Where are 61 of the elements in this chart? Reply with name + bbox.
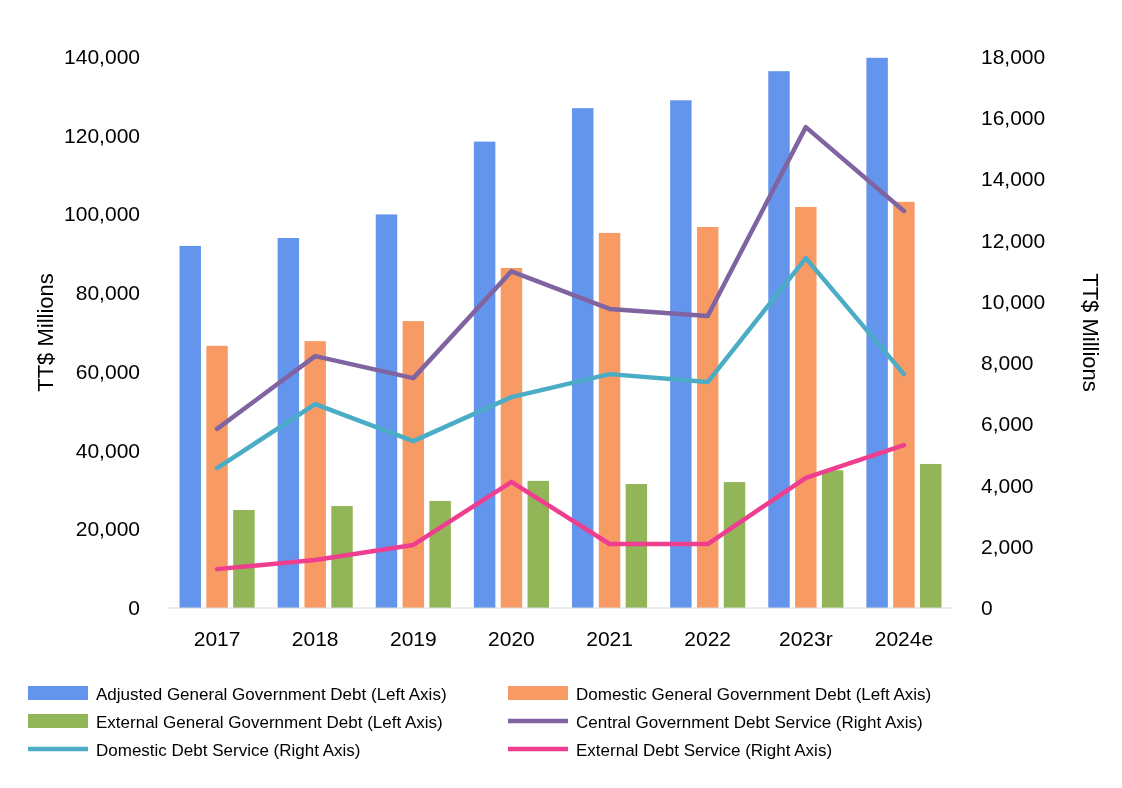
- y-tick-label: 120,000: [64, 123, 140, 147]
- legend-label: Central Government Debt Service (Right Axis): [576, 713, 923, 732]
- y2-tick-label: 8,000: [981, 351, 1034, 375]
- y2-tick-label: 18,000: [981, 45, 1046, 68]
- y-tick-label: 140,000: [64, 45, 140, 68]
- y-tick-label: 80,000: [75, 281, 140, 305]
- bar: [625, 484, 648, 608]
- x-tick-label: 2018: [291, 627, 339, 650]
- bar: [696, 227, 719, 608]
- x-tick-label: 2020: [488, 627, 535, 650]
- bar: [795, 206, 817, 608]
- x-tick-label: 2017: [193, 627, 241, 650]
- y-tick-label: 60,000: [75, 359, 140, 383]
- bar: [920, 463, 942, 608]
- bar: [598, 232, 621, 608]
- y-tick-label: 40,000: [75, 438, 140, 462]
- bar: [866, 57, 888, 608]
- y2-tick-label: 4,000: [981, 473, 1034, 497]
- bar: [402, 321, 425, 608]
- bar: [723, 482, 746, 608]
- bar: [429, 500, 451, 608]
- legend-label: Adjusted General Government Debt (Left Axis): [96, 685, 447, 704]
- y2-tick-label: 16,000: [981, 106, 1046, 130]
- line-series: [214, 442, 907, 572]
- bar: [768, 71, 790, 608]
- y2-tick-label: 12,000: [981, 228, 1046, 252]
- bar: [527, 480, 549, 608]
- x-tick-label: 2022: [684, 627, 732, 650]
- y-axis-title: TT$ Millions: [33, 273, 58, 392]
- x-tick-label: 2021: [586, 627, 633, 650]
- bar: [331, 506, 353, 608]
- line-series: [214, 255, 907, 471]
- y-tick-label: 20,000: [75, 517, 140, 541]
- y-tick-label: 100,000: [64, 202, 140, 226]
- bar: [572, 108, 594, 608]
- y2-tick-label: 14,000: [981, 167, 1046, 191]
- x-tick-label: 2019: [389, 627, 437, 650]
- y2-tick-label: 10,000: [981, 289, 1046, 313]
- legend-label: External General Government Debt (Left Axis): [96, 713, 443, 732]
- bar: [304, 341, 326, 608]
- bar: [375, 214, 398, 608]
- y-tick-label: 0: [128, 596, 140, 619]
- bar: [233, 510, 255, 608]
- x-tick-label: 2023r: [778, 627, 833, 650]
- bar: [500, 267, 523, 608]
- bar: [473, 141, 496, 608]
- y2-tick-label: 2,000: [981, 534, 1034, 558]
- bar: [670, 100, 692, 608]
- legend-label: Domestic Debt Service (Right Axis): [96, 741, 361, 760]
- y2-axis-title: TT$ Millions: [1078, 273, 1103, 392]
- legend-label: Domestic General Government Debt (Left Axis): [576, 685, 932, 704]
- bar: [821, 470, 844, 608]
- bar: [206, 345, 228, 608]
- line-series: [214, 124, 907, 432]
- x-tick-label: 2024e: [874, 627, 934, 650]
- y2-tick-label: 6,000: [981, 412, 1034, 436]
- bar: [277, 238, 300, 608]
- bar: [893, 201, 915, 608]
- bar: [179, 245, 201, 608]
- y2-tick-label: 0: [981, 596, 993, 619]
- legend-label: External Debt Service (Right Axis): [576, 741, 833, 760]
